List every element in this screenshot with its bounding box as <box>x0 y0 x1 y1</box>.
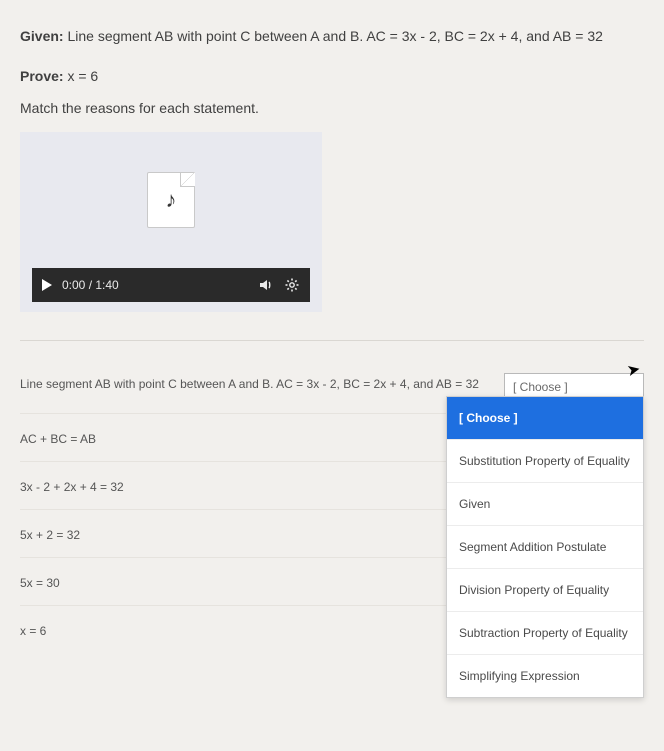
video-controls: 0:00 / 1:40 <box>32 268 310 302</box>
section-divider <box>20 340 644 341</box>
given-text: Given: Line segment AB with point C betw… <box>20 28 644 44</box>
given-label: Given: <box>20 28 64 44</box>
music-note-icon: ♪ <box>166 187 177 213</box>
prove-text: Prove: x = 6 <box>20 68 644 84</box>
dropdown-option[interactable]: Given <box>447 483 643 526</box>
volume-icon[interactable] <box>258 277 274 293</box>
audio-file-icon: ♪ <box>147 172 195 228</box>
prove-label: Prove: <box>20 68 64 84</box>
match-area: Line segment AB with point C between A a… <box>20 359 644 654</box>
dropdown-option[interactable]: Segment Addition Postulate <box>447 526 643 569</box>
dropdown-option[interactable]: Division Property of Equality <box>447 569 643 612</box>
dropdown-option[interactable]: Simplifying Expression <box>447 655 643 697</box>
play-button[interactable] <box>42 279 52 291</box>
select-value: [ Choose ] <box>513 380 568 394</box>
reason-dropdown[interactable]: [ Choose ] Substitution Property of Equa… <box>446 396 644 698</box>
video-thumbnail-area: ♪ <box>20 132 322 268</box>
given-body: Line segment AB with point C between A a… <box>67 28 602 44</box>
prove-body: x = 6 <box>67 68 98 84</box>
settings-icon[interactable] <box>284 277 300 293</box>
dropdown-option[interactable]: Substitution Property of Equality <box>447 440 643 483</box>
video-player[interactable]: ♪ 0:00 / 1:40 <box>20 132 322 312</box>
dropdown-option[interactable]: Subtraction Property of Equality <box>447 612 643 655</box>
statement-text: Line segment AB with point C between A a… <box>20 371 494 393</box>
instruction-text: Match the reasons for each statement. <box>20 100 644 116</box>
video-time: 0:00 / 1:40 <box>62 278 119 292</box>
dropdown-option[interactable]: [ Choose ] <box>447 397 643 440</box>
